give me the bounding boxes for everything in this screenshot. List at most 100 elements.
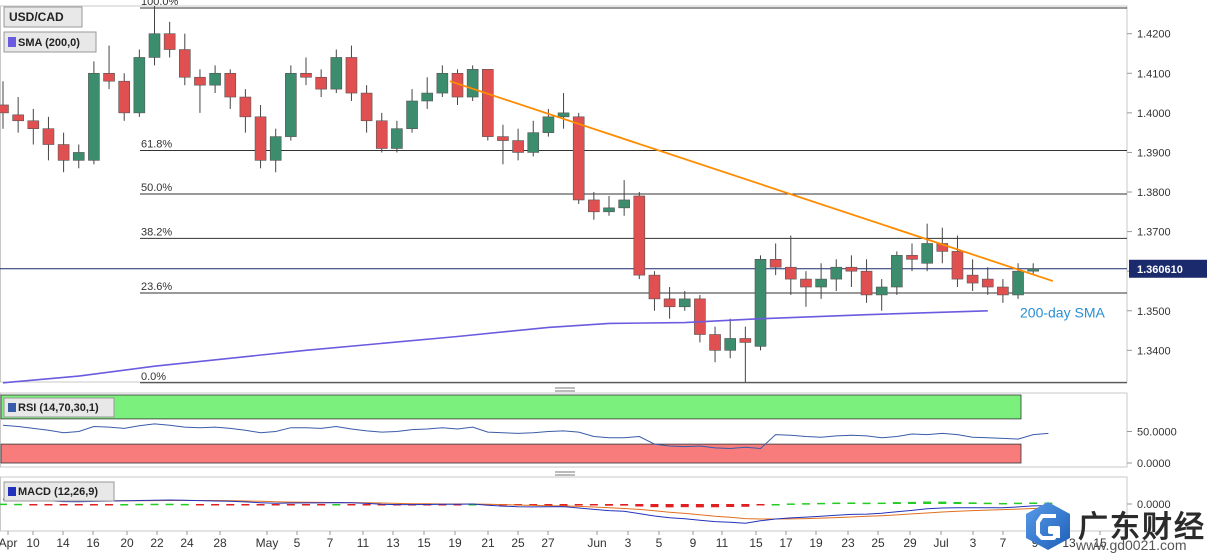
watermark: 广东财经 www.gd0021.com (1020, 498, 1207, 555)
macd-histogram-bar (938, 501, 947, 504)
candle (815, 278, 827, 288)
candle (754, 259, 767, 347)
sma-200-line (2, 310, 988, 384)
candle (57, 144, 70, 161)
candle (88, 72, 100, 161)
candle (285, 72, 297, 137)
fib-label: 50.0% (141, 182, 172, 194)
macd-histogram-bar (892, 502, 901, 504)
x-tick-label: 9 (690, 536, 697, 550)
rsi-swatch (8, 403, 16, 412)
candle (512, 140, 524, 153)
candle (27, 120, 40, 129)
candle (406, 100, 418, 129)
x-tick-label: 7 (327, 536, 334, 550)
macd-histogram-bar (574, 504, 583, 506)
candle (194, 76, 206, 86)
x-tick-label: 3 (625, 536, 632, 550)
macd-histogram-bar (665, 504, 674, 508)
macd-histogram-bar (544, 504, 553, 506)
macd-indicator-box (3, 481, 115, 502)
macd-histogram-bar (256, 504, 265, 506)
candle (845, 266, 858, 272)
candle (330, 57, 343, 90)
candle (179, 49, 191, 78)
x-tick-label: 17 (779, 536, 793, 550)
price-tick-label: 1.3900 (1137, 147, 1171, 159)
candle (239, 96, 252, 118)
macd-histogram-bar (347, 504, 356, 506)
candle (0, 104, 9, 114)
x-tick-label: 5 (656, 536, 663, 550)
candle (481, 69, 494, 137)
macd-line (2, 498, 1049, 524)
rsi-tick-label: 50.0000 (1137, 427, 1177, 439)
candle (436, 72, 449, 94)
candle (466, 69, 479, 98)
rsi-indicator-box (3, 397, 115, 418)
macd-histogram-bar (695, 504, 704, 508)
sma-swatch (8, 37, 16, 47)
macd-histogram-bar (635, 504, 644, 507)
macd-indicator-label: MACD (12,26,9) (18, 486, 98, 498)
macd-histogram-bar (165, 503, 174, 506)
x-tick-label: 24 (180, 536, 194, 550)
brand-name: 广东财经 (1078, 510, 1206, 545)
candle (254, 116, 267, 161)
candle (345, 57, 358, 94)
macd-signal-line (3, 499, 1049, 520)
macd-histogram-bar (377, 504, 386, 506)
candle (572, 116, 585, 201)
x-tick-label: 11 (716, 536, 729, 550)
x-tick-label: 19 (448, 536, 462, 550)
candle (375, 120, 388, 149)
macd-histogram-bar (741, 504, 750, 507)
rsi-overbought-zone (0, 394, 1022, 420)
macd-histogram-bar (605, 504, 613, 506)
fib-label: 100.0% (141, 0, 179, 8)
macd-histogram-bar (226, 504, 235, 506)
macd-histogram-bar (180, 503, 189, 506)
candle (906, 255, 918, 260)
macd-histogram-bar (332, 504, 341, 506)
candle (133, 57, 146, 114)
macd-histogram-bar (362, 504, 371, 506)
candle (557, 112, 570, 118)
x-tick-label: Jun (587, 536, 606, 550)
candle (921, 243, 933, 264)
candle (951, 251, 964, 280)
x-tick-label: 20 (120, 536, 134, 550)
macd-histogram-bar (29, 504, 38, 506)
candle (891, 255, 903, 288)
x-tick-label: 16 (86, 536, 100, 550)
macd-histogram-bar (529, 504, 538, 506)
macd-histogram-bar (89, 504, 98, 506)
candle (103, 72, 115, 82)
candle (527, 132, 540, 153)
candle (875, 286, 888, 296)
macd-histogram-bar (286, 504, 295, 506)
macd-histogram-bar (120, 504, 129, 506)
brand-url: www.gd0021.com (1076, 537, 1187, 553)
brand-logo-icon (1026, 502, 1070, 550)
x-tick-label: 15 (1093, 536, 1107, 550)
price-tick-label: 1.4100 (1137, 68, 1171, 80)
candle (618, 199, 630, 209)
candle (830, 266, 843, 280)
candle (860, 270, 873, 296)
macd-histogram-bar (923, 501, 932, 504)
macd-histogram-bar (271, 504, 280, 506)
candle (300, 72, 312, 78)
fib-label: 0.0% (141, 371, 166, 383)
macd-histogram-bar (468, 504, 477, 506)
x-tick-label: 5 (294, 536, 301, 550)
macd-histogram-bar (832, 502, 841, 505)
macd-histogram-bar (150, 503, 159, 506)
macd-histogram-bar (650, 504, 659, 508)
macd-tick-label: 0.0000 (1137, 499, 1171, 511)
candle (163, 33, 176, 50)
price-tick-label: 1.3800 (1137, 187, 1171, 199)
candle (648, 274, 661, 300)
x-tick-label: 29 (903, 536, 917, 550)
macd-histogram-bar (680, 504, 689, 508)
